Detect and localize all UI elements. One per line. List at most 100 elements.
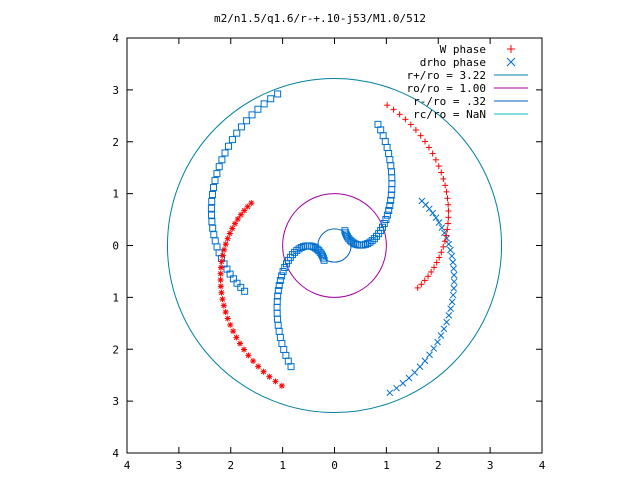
mark-stroke (217, 277, 224, 283)
drho-phase-point (366, 238, 374, 246)
drho-phase-point (213, 243, 221, 251)
drho-phase-point (440, 325, 448, 333)
drho-phase-point (274, 287, 282, 295)
mark-stroke (447, 246, 454, 254)
drho-phase-point (207, 211, 215, 219)
drho-phase-point (278, 272, 286, 280)
drho-phase-point (208, 197, 216, 205)
drho-phase-point (443, 318, 450, 326)
w-phase-point (236, 340, 243, 347)
drho-phase-point (383, 211, 391, 219)
w-phase-point (224, 315, 231, 322)
w-phase-point (255, 363, 262, 370)
mark-stroke (445, 240, 453, 248)
mark-stroke (418, 197, 426, 205)
w-phase-point (250, 357, 257, 364)
w-phase-point (421, 277, 428, 284)
drho-phase-point (387, 162, 395, 170)
mark-stroke (435, 219, 443, 226)
drho-phase-point (449, 258, 457, 266)
drho-phase-point (447, 246, 454, 254)
mark-stroke (225, 315, 231, 322)
mark-stroke (221, 303, 227, 309)
mark-stroke (405, 374, 413, 382)
w-phase-point (260, 368, 267, 375)
x-tick-label: 0 (331, 459, 338, 472)
drho-phase-point (318, 252, 326, 260)
legend-marker (506, 57, 516, 67)
w-phase-point (218, 289, 225, 296)
drho-phase-point (208, 218, 216, 226)
mark-stroke (223, 241, 229, 247)
drho-phase-point (275, 327, 283, 335)
drho-phase-point (445, 312, 453, 319)
mark-stroke (255, 363, 261, 369)
drho-phase-point (449, 291, 457, 299)
w-phase-point (440, 243, 447, 250)
mark-stroke (218, 264, 224, 271)
mark-stroke (434, 338, 441, 346)
drho-phase-point (435, 219, 443, 226)
w-phase-point (431, 264, 438, 271)
mark-stroke (219, 258, 225, 265)
x-tick-label: 3 (487, 459, 494, 472)
w-phase-point (219, 296, 226, 303)
drho-phase-point (282, 351, 290, 359)
drho-phase-point (218, 156, 226, 164)
w-phase-point (443, 232, 450, 239)
circle-r+ro (166, 77, 503, 414)
w-phase-point (433, 259, 440, 266)
legend-label: rc/ro = NaN (413, 108, 486, 121)
drho-phase-point (343, 231, 351, 239)
w-phase-point (440, 175, 447, 182)
mark-stroke (425, 205, 433, 213)
drho-phase-point (359, 241, 367, 249)
drho-phase-point (429, 209, 437, 217)
drho-phase-point (233, 279, 241, 287)
x-tick-label: 2 (435, 459, 442, 472)
legend-label: r+/ro = 3.22 (407, 69, 486, 82)
circle-roro (282, 193, 387, 298)
w-phase-point (422, 138, 429, 145)
mark-stroke (250, 358, 256, 364)
data-points (207, 90, 458, 397)
mark-stroke (447, 305, 455, 312)
drho-phase-point (208, 191, 216, 199)
w-phase-point (245, 352, 252, 359)
w-phase-point (417, 132, 424, 139)
w-phase-point (445, 214, 452, 221)
y-tick-label: 4 (112, 447, 119, 460)
mark-stroke (218, 283, 224, 289)
w-phase-point (444, 226, 451, 233)
y-tick-label: 2 (112, 136, 119, 149)
drho-phase-point (274, 321, 282, 329)
drho-phase-point (280, 346, 288, 354)
drho-phase-point (210, 184, 218, 192)
drho-phase-point (426, 351, 433, 359)
drho-phase-point (381, 137, 389, 145)
w-phase-point (227, 321, 234, 328)
w-phase-point (425, 273, 432, 280)
drho-phase-point (447, 305, 455, 312)
drho-phase-point (448, 298, 456, 306)
w-phase-point (221, 246, 228, 253)
drho-phase-point (213, 170, 221, 178)
mark-stroke (411, 369, 419, 376)
mark-stroke (232, 221, 238, 227)
drho-phase-point (437, 332, 445, 339)
drho-phase-point (379, 223, 387, 231)
x-tick-label: 3 (176, 459, 183, 472)
drho-phase-point (385, 206, 393, 214)
w-phase-point (414, 284, 421, 291)
mark-stroke (450, 265, 458, 272)
w-phase-point (217, 270, 224, 277)
w-phase-point (226, 230, 233, 237)
mark-stroke (233, 334, 239, 340)
mark-stroke (422, 201, 430, 209)
drho-phase-point (274, 315, 282, 323)
mark-stroke (266, 374, 272, 380)
drho-phase-point (380, 220, 388, 228)
mark-stroke (219, 296, 226, 302)
drho-phase-point (276, 277, 284, 285)
